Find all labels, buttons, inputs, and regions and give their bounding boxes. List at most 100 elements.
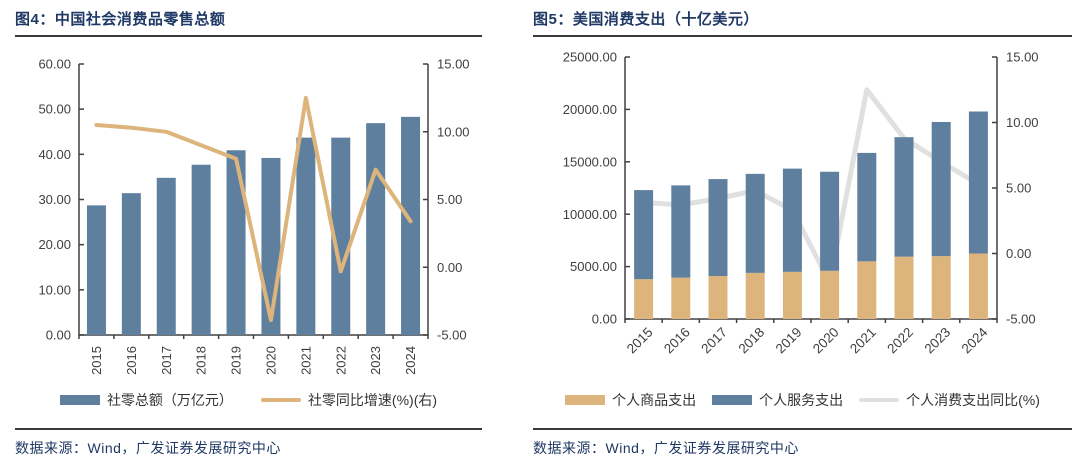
legend-item: 社零同比增速(%)(右) [260, 390, 438, 410]
legend-item: 社零总额（万亿元） [59, 390, 233, 410]
x-axis-category-label: 2020 [810, 325, 842, 357]
legend-label: 个人服务支出 [759, 392, 844, 408]
x-axis-category-label: 2019 [773, 325, 805, 357]
bar-segment-2021 [857, 261, 877, 319]
x-axis-category-label: 2023 [368, 346, 383, 375]
bar-segment-2023 [931, 256, 951, 319]
bar-segment-2015 [634, 190, 654, 280]
right-axis-label: 5.00 [437, 192, 462, 207]
bar-segment-2019 [782, 168, 802, 272]
x-axis-category-label: 2024 [959, 324, 991, 356]
x-axis-category-label: 2022 [333, 346, 348, 375]
figure-5-legend: 个人商品支出 个人服务支出 个人消费支出同比(%) [533, 389, 1072, 411]
legend-item: 个人消费支出同比(%) [859, 390, 1040, 410]
legend-line-swatch [859, 398, 900, 402]
right-axis-label: -5.00 [437, 328, 467, 343]
left-axis-label: 5000.00 [570, 259, 617, 274]
right-axis-label: -5.00 [1006, 312, 1036, 327]
x-axis-category-label: 2017 [698, 325, 730, 357]
figure-4-chart: 0.00 10.00 20.00 30.00 40.00 50.00 60.00 -5.00 0… [38, 57, 470, 375]
x-axis-category-label: 2015 [624, 325, 656, 357]
left-axis-label: 50.00 [38, 102, 71, 117]
x-axis-category-label: 2016 [661, 325, 693, 357]
x-axis-category-label: 2015 [89, 346, 104, 375]
figure-4-source: 数据来源：Wind，广发证券发展研究中心 [15, 440, 281, 456]
figure-5-source-divider: 数据来源：Wind，广发证券发展研究中心 [533, 428, 1072, 458]
left-axis-label: 20.00 [38, 237, 71, 252]
right-axis-label: 0.00 [437, 260, 462, 275]
figure-5-chart: 0.00 5000.00 10000.00 15000.00 20000.00 25000… [563, 50, 1039, 357]
x-axis-category-label: 2021 [847, 325, 879, 357]
bar-segment-2020 [820, 270, 840, 319]
legend-label: 社零总额（万亿元） [106, 392, 233, 408]
bar-segment-2020 [820, 171, 840, 271]
legend-label: 个人消费支出同比(%) [906, 392, 1040, 408]
x-axis-category-label: 2019 [229, 346, 244, 375]
x-axis-category-label: 2018 [735, 325, 767, 357]
x-axis-category-label: 2018 [194, 346, 209, 375]
left-axis-label: 10.00 [38, 282, 71, 297]
figure-5-panel: 图5：美国消费支出（十亿美元） 0.00 5000.00 10000.00 15000… [533, 8, 1072, 458]
x-axis-category-label: 2016 [124, 346, 139, 375]
bar-segment-2024 [401, 116, 421, 335]
bar-segment-2024 [968, 253, 988, 319]
bar-segment-2019 [226, 150, 246, 335]
legend-label: 个人商品支出 [612, 392, 697, 408]
left-axis-label: 30.00 [38, 192, 71, 207]
legend-bar-swatch [712, 395, 753, 405]
bar-segment-2018 [745, 173, 765, 273]
bar-segment-2024 [968, 111, 988, 254]
left-axis-label: 15000.00 [563, 154, 617, 169]
right-axis-label: 0.00 [1006, 246, 1031, 261]
x-axis-category-label: 2024 [403, 346, 418, 375]
bar-segment-2015 [86, 205, 106, 335]
figure-5-title: 图5：美国消费支出（十亿美元） [533, 8, 1072, 37]
bar-segment-2021 [857, 152, 877, 262]
left-axis-label: 0.00 [592, 312, 617, 327]
bar-segment-2022 [331, 137, 351, 335]
bar-segment-2016 [671, 277, 691, 319]
bar-segment-2017 [708, 179, 728, 277]
left-axis-label: 0.00 [46, 328, 71, 343]
left-axis-label: 20000.00 [563, 102, 617, 117]
x-axis-category-label: 2023 [921, 325, 953, 357]
bar-segment-2019 [782, 271, 802, 319]
x-axis-category-label: 2020 [264, 346, 279, 375]
bar-segment-2016 [671, 185, 691, 278]
legend-bar-swatch [59, 395, 100, 405]
bar-segment-2022 [894, 137, 914, 257]
x-axis-category-label: 2017 [159, 346, 174, 375]
bar-segment-2021 [296, 137, 316, 335]
right-axis-label: 15.00 [1006, 50, 1039, 65]
legend-bar-swatch [565, 395, 606, 405]
bar-segment-2016 [121, 193, 141, 335]
right-axis-label: 10.00 [437, 124, 470, 139]
bar-segment-2017 [156, 177, 176, 335]
x-axis-category-label: 2022 [884, 325, 916, 357]
figure-4-title: 图4：中国社会消费品零售总额 [15, 8, 482, 37]
bar-segment-2023 [366, 123, 386, 335]
figure-4-legend: 社零总额（万亿元） 社零同比增速(%)(右) [15, 389, 482, 411]
x-axis-category-label: 2021 [298, 346, 313, 375]
bar-segment-2018 [745, 272, 765, 319]
legend-label: 社零同比增速(%)(右) [307, 392, 438, 408]
left-axis-label: 60.00 [38, 57, 71, 72]
left-axis-label: 40.00 [38, 147, 71, 162]
bar-segment-2022 [894, 256, 914, 319]
right-axis-label: 10.00 [1006, 115, 1039, 130]
bar-segment-2018 [191, 164, 211, 335]
growth-line [641, 87, 981, 285]
figure-4-panel: 图4：中国社会消费品零售总额 0.00 10.00 20.00 30.00 40.00 5… [15, 8, 482, 458]
legend-line-swatch [260, 398, 301, 402]
bar-segment-2017 [708, 276, 728, 319]
figure-5-source: 数据来源：Wind，广发证券发展研究中心 [533, 440, 799, 456]
left-axis-label: 25000.00 [563, 50, 617, 65]
right-axis-label: 15.00 [437, 57, 470, 72]
figure-4-source-divider: 数据来源：Wind，广发证券发展研究中心 [15, 428, 482, 458]
growth-line [94, 95, 413, 323]
legend-item: 个人服务支出 [712, 390, 843, 410]
left-axis-label: 10000.00 [563, 207, 617, 222]
legend-item: 个人商品支出 [565, 390, 696, 410]
right-axis-label: 5.00 [1006, 181, 1031, 196]
